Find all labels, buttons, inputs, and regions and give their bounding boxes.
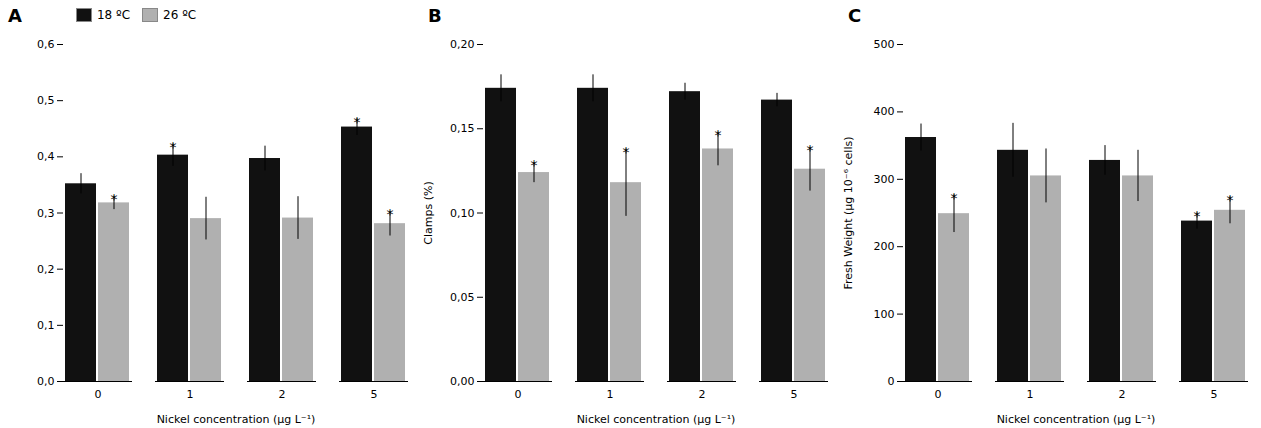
svg-text:0: 0 (935, 388, 942, 401)
svg-text:5: 5 (1211, 388, 1218, 401)
svg-text:0,15: 0,15 (450, 122, 475, 135)
svg-text:0,2: 0,2 (37, 263, 55, 276)
html-text:18 ºC: 18 ºC (96, 8, 131, 22)
html-text:B: B (428, 4, 442, 26)
svg-text:0,6: 0,6 (37, 38, 55, 51)
html-text:26 ºC: 26 ºC (163, 8, 197, 22)
svg-text:200: 200 (874, 240, 895, 253)
svg-text:1: 1 (1027, 388, 1034, 401)
svg-text:Clamps (%): Clamps (%) (422, 181, 435, 244)
svg-text:0,4: 0,4 (37, 150, 55, 163)
svg-text:Fresh Weight (µg 10⁻⁶ cells): Fresh Weight (µg 10⁻⁶ cells) (842, 136, 855, 289)
svg-text:*: * (354, 114, 361, 130)
svg-text:2: 2 (279, 388, 286, 401)
html-text:A: A (8, 4, 22, 26)
svg-text:Nickel concentration (µg L⁻¹): Nickel concentration (µg L⁻¹) (577, 413, 736, 426)
svg-text:*: * (715, 127, 722, 143)
svg-text:*: * (623, 144, 630, 160)
svg-text:*: * (387, 206, 394, 222)
svg-text:Nickel concentration (µg L⁻¹): Nickel concentration (µg L⁻¹) (997, 413, 1156, 426)
svg-text:*: * (531, 157, 538, 173)
svg-text:0,5: 0,5 (37, 94, 55, 107)
html-text:C: C (848, 4, 862, 26)
svg-text:100: 100 (874, 308, 895, 321)
svg-text:0,3: 0,3 (37, 207, 55, 220)
svg-text:0,10: 0,10 (450, 207, 475, 220)
svg-text:0,1: 0,1 (37, 319, 55, 332)
svg-text:0,20: 0,20 (450, 38, 475, 51)
svg-text:300: 300 (874, 173, 895, 186)
svg-text:0: 0 (888, 375, 895, 388)
svg-text:5: 5 (371, 388, 378, 401)
svg-text:1: 1 (607, 388, 614, 401)
svg-text:0,05: 0,05 (450, 291, 475, 304)
svg-text:2: 2 (1119, 388, 1126, 401)
svg-text:500: 500 (874, 38, 895, 51)
svg-text:1: 1 (187, 388, 194, 401)
svg-text:0,0: 0,0 (37, 375, 55, 388)
svg-text:0,00: 0,00 (450, 375, 475, 388)
svg-text:*: * (1227, 192, 1234, 208)
svg-text:*: * (951, 190, 958, 206)
svg-text:5: 5 (791, 388, 798, 401)
svg-text:Nickel concentration (µg L⁻¹): Nickel concentration (µg L⁻¹) (157, 413, 316, 426)
svg-text:*: * (111, 191, 118, 207)
svg-text:*: * (807, 142, 814, 158)
svg-text:400: 400 (874, 105, 895, 118)
svg-text:*: * (170, 139, 177, 155)
svg-text:0: 0 (95, 388, 102, 401)
svg-text:2: 2 (699, 388, 706, 401)
svg-text:*: * (1194, 208, 1201, 224)
svg-text:0: 0 (515, 388, 522, 401)
